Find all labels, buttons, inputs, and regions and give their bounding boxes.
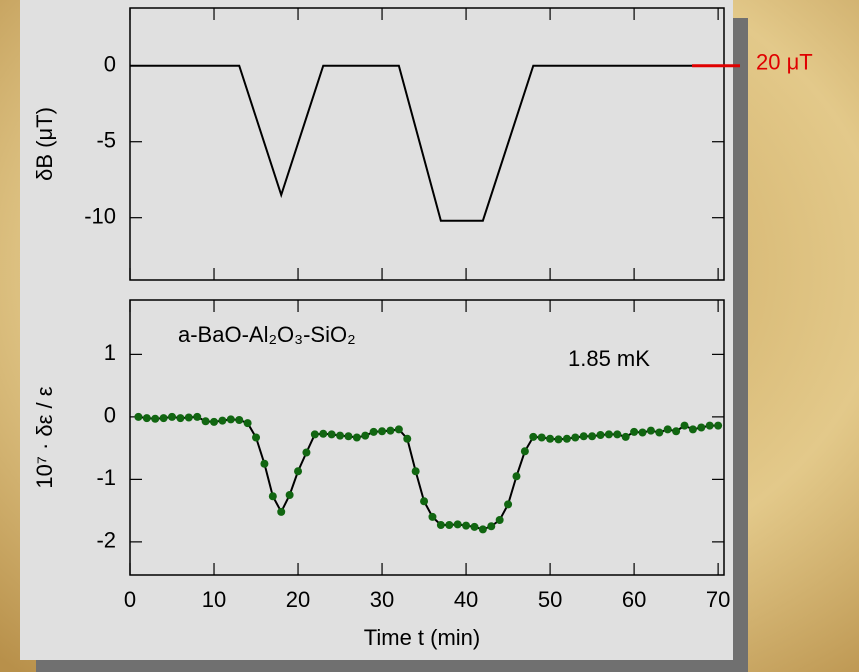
data-point: [411, 467, 420, 476]
data-point: [428, 512, 437, 521]
data-point: [537, 433, 546, 442]
scale-bar-label: 20 μT: [756, 50, 813, 75]
y-tick-label: -1: [96, 465, 116, 490]
data-point: [386, 426, 395, 435]
data-point: [588, 432, 597, 441]
data-point: [159, 414, 168, 423]
data-point: [294, 467, 303, 476]
x-tick-label: 30: [370, 587, 394, 612]
data-point: [336, 431, 345, 440]
data-point: [420, 497, 429, 506]
data-point: [226, 415, 235, 424]
data-point: [260, 459, 269, 468]
data-point: [604, 430, 613, 439]
data-point: [134, 412, 143, 421]
data-point: [378, 427, 387, 436]
y-tick-label: 1: [104, 340, 116, 365]
data-point: [688, 425, 697, 434]
data-point: [176, 414, 185, 423]
data-line: [130, 64, 693, 222]
data-point: [277, 507, 286, 516]
data-point: [630, 427, 639, 436]
data-point: [697, 423, 706, 432]
data-point: [512, 472, 521, 481]
y-tick-label: -2: [96, 528, 116, 553]
data-point: [672, 427, 681, 436]
x-tick-label: 0: [124, 587, 136, 612]
data-point: [504, 500, 513, 509]
data-point: [495, 516, 504, 524]
data-point: [235, 416, 244, 424]
temperature-label: 1.85 mK: [568, 346, 650, 371]
data-point: [268, 492, 277, 501]
data-point: [520, 447, 529, 456]
data-point: [571, 433, 580, 442]
data-point: [218, 416, 227, 425]
data-point: [487, 522, 496, 531]
data-point: [562, 434, 571, 443]
data-point: [462, 521, 471, 530]
data-point: [151, 414, 160, 423]
data-point: [613, 430, 622, 439]
data-point: [646, 426, 655, 435]
data-point: [596, 431, 605, 439]
data-point: [142, 414, 151, 423]
data-point: [168, 412, 177, 421]
x-axis-label: Time t (min): [364, 625, 481, 650]
data-point: [705, 421, 714, 430]
y-tick-label: 0: [104, 403, 116, 428]
data-line: [138, 415, 719, 531]
data-point: [579, 432, 588, 441]
data-point: [478, 525, 487, 534]
data-point: [327, 430, 336, 439]
data-point: [243, 419, 252, 428]
data-point: [210, 417, 219, 426]
x-tick-label: 70: [706, 587, 730, 612]
material-label: a-BaO-Al₂O₃-SiO₂: [178, 322, 356, 347]
x-tick-label: 40: [454, 587, 478, 612]
data-point: [252, 433, 261, 442]
x-tick-label: 50: [538, 587, 562, 612]
data-point: [445, 521, 454, 529]
data-point: [361, 431, 370, 440]
data-point: [655, 428, 664, 437]
data-point: [663, 425, 672, 434]
data-point: [403, 434, 412, 443]
y-axis-label: δB (μT): [32, 107, 57, 181]
x-tick-label: 20: [286, 587, 310, 612]
y-tick-label: 0: [104, 52, 116, 77]
data-point: [193, 412, 202, 421]
data-point: [470, 522, 479, 531]
data-point: [621, 432, 630, 441]
data-point: [184, 413, 193, 422]
y-axis-label: 10⁷ · δε / ε: [32, 386, 57, 488]
plot-frame: [129, 299, 725, 576]
data-point: [394, 425, 403, 434]
data-point: [529, 432, 538, 441]
data-point: [714, 421, 723, 430]
plot-frame: [129, 7, 725, 281]
data-point: [436, 521, 445, 529]
data-point: [369, 427, 378, 436]
data-point: [638, 428, 647, 437]
panel: [20, 0, 733, 660]
data-point: [554, 435, 563, 444]
data-point: [319, 429, 328, 438]
data-point: [546, 434, 555, 443]
data-point: [285, 491, 294, 499]
data-point: [201, 417, 210, 426]
y-tick-label: -5: [96, 128, 116, 153]
y-tick-label: -10: [84, 204, 116, 229]
x-tick-label: 60: [622, 587, 646, 612]
data-point: [344, 432, 353, 441]
data-point: [302, 448, 311, 457]
data-point: [453, 520, 462, 529]
x-tick-label: 10: [202, 587, 226, 612]
data-point: [310, 430, 319, 439]
data-point: [680, 421, 689, 430]
data-point: [352, 433, 361, 442]
